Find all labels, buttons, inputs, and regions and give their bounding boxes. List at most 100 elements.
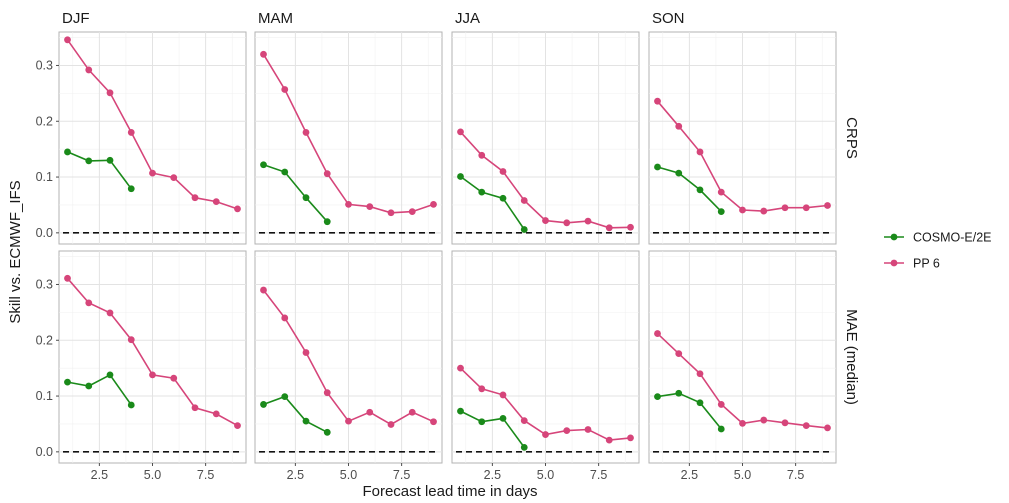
column-strip-label-jja: JJA <box>455 10 480 27</box>
data-point <box>64 274 71 282</box>
x-tick-label: 7.5 <box>197 468 214 482</box>
data-point <box>563 427 571 435</box>
data-point <box>499 194 507 202</box>
data-point <box>696 186 704 194</box>
series-line-cosmo-e-2e <box>460 175 525 230</box>
data-point <box>260 401 267 408</box>
panel-mam-crps <box>254 31 443 245</box>
panel-mam-mae: 2.5 5.0 7.5 <box>254 250 443 482</box>
data-point <box>739 206 746 214</box>
x-tick-label: 5.0 <box>144 468 161 482</box>
data-point <box>520 197 528 204</box>
data-point <box>85 382 93 390</box>
series-line-cosmo-e-2e <box>67 373 132 406</box>
y-tick-label: 0.0 <box>36 226 53 240</box>
x-tick-label: 2.5 <box>91 468 108 482</box>
data-point <box>781 419 789 427</box>
data-point <box>478 418 486 426</box>
data-point <box>478 151 486 159</box>
x-axis-title: Forecast lead time in days <box>362 483 537 500</box>
data-point <box>170 374 178 382</box>
data-point <box>717 425 725 433</box>
data-point <box>696 148 704 156</box>
data-point <box>675 350 683 358</box>
data-point <box>824 202 831 209</box>
data-point <box>64 148 71 156</box>
data-point <box>302 349 310 356</box>
x-tick-label: 7.5 <box>787 468 804 482</box>
x-tick-label: 5.0 <box>537 468 554 482</box>
data-point <box>170 174 178 182</box>
y-axis-title: Skill vs. ECMWF_IFS <box>7 180 24 323</box>
data-point <box>696 370 704 378</box>
data-point <box>520 226 528 233</box>
legend-label: COSMO-E/2E <box>913 231 992 245</box>
legend-key-point <box>890 259 898 267</box>
data-point <box>212 198 220 206</box>
data-point <box>675 389 683 397</box>
data-point <box>387 421 395 428</box>
row-strip-label-crps: CRPS <box>843 117 860 159</box>
data-point <box>781 204 789 212</box>
x-tick-label: 2.5 <box>287 468 304 482</box>
data-point <box>127 185 135 193</box>
data-point <box>302 417 310 425</box>
series-line-cosmo-e-2e <box>657 392 722 430</box>
data-point <box>281 168 289 176</box>
data-point <box>281 86 289 93</box>
data-point <box>542 217 549 224</box>
data-point <box>64 378 71 386</box>
data-point <box>127 336 135 344</box>
data-point <box>408 208 416 216</box>
data-point <box>760 416 768 424</box>
data-point <box>627 434 634 442</box>
y-tick-label: 0.3 <box>36 277 53 291</box>
data-point <box>717 208 725 216</box>
data-point <box>106 371 114 379</box>
data-point <box>457 173 464 180</box>
legend-label: PP 6 <box>913 257 940 271</box>
data-point <box>191 194 199 202</box>
data-point <box>366 203 374 211</box>
data-point <box>212 410 220 418</box>
data-point <box>675 169 683 177</box>
x-tick-label: 7.5 <box>590 468 607 482</box>
panel-son-mae: 2.5 5.0 7.5 <box>648 250 837 482</box>
data-point <box>85 157 93 165</box>
data-point <box>760 207 768 215</box>
y-tick-label: 0.1 <box>36 170 53 184</box>
data-point <box>430 418 437 426</box>
panel-djf-crps: 0.0 0.1 0.2 0.3 <box>36 31 247 245</box>
series-line-cosmo-e-2e <box>460 410 525 448</box>
data-point <box>654 97 661 105</box>
data-point <box>106 89 114 97</box>
data-point <box>260 50 267 58</box>
data-point <box>345 200 352 208</box>
panel-jja-mae: 2.5 5.0 7.5 <box>451 250 640 482</box>
data-point <box>802 204 810 212</box>
data-point <box>563 219 571 227</box>
data-point <box>149 169 156 177</box>
data-point <box>717 401 725 408</box>
data-point <box>542 431 549 438</box>
data-point <box>85 66 93 74</box>
data-point <box>478 188 486 196</box>
series-line-cosmo-e-2e <box>657 166 722 213</box>
data-point <box>281 314 289 322</box>
data-point <box>696 399 704 407</box>
data-point <box>584 426 592 433</box>
x-tick-label: 5.0 <box>734 468 751 482</box>
data-point <box>478 385 486 393</box>
data-point <box>627 223 634 231</box>
data-point <box>234 205 241 213</box>
data-point <box>605 224 613 232</box>
x-tick-label: 2.5 <box>681 468 698 482</box>
data-point <box>323 389 331 397</box>
y-tick-label: 0.2 <box>36 333 53 347</box>
data-point <box>802 422 810 430</box>
data-point <box>302 194 310 202</box>
data-point <box>281 393 289 401</box>
x-tick-label: 2.5 <box>484 468 501 482</box>
data-point <box>520 417 528 424</box>
